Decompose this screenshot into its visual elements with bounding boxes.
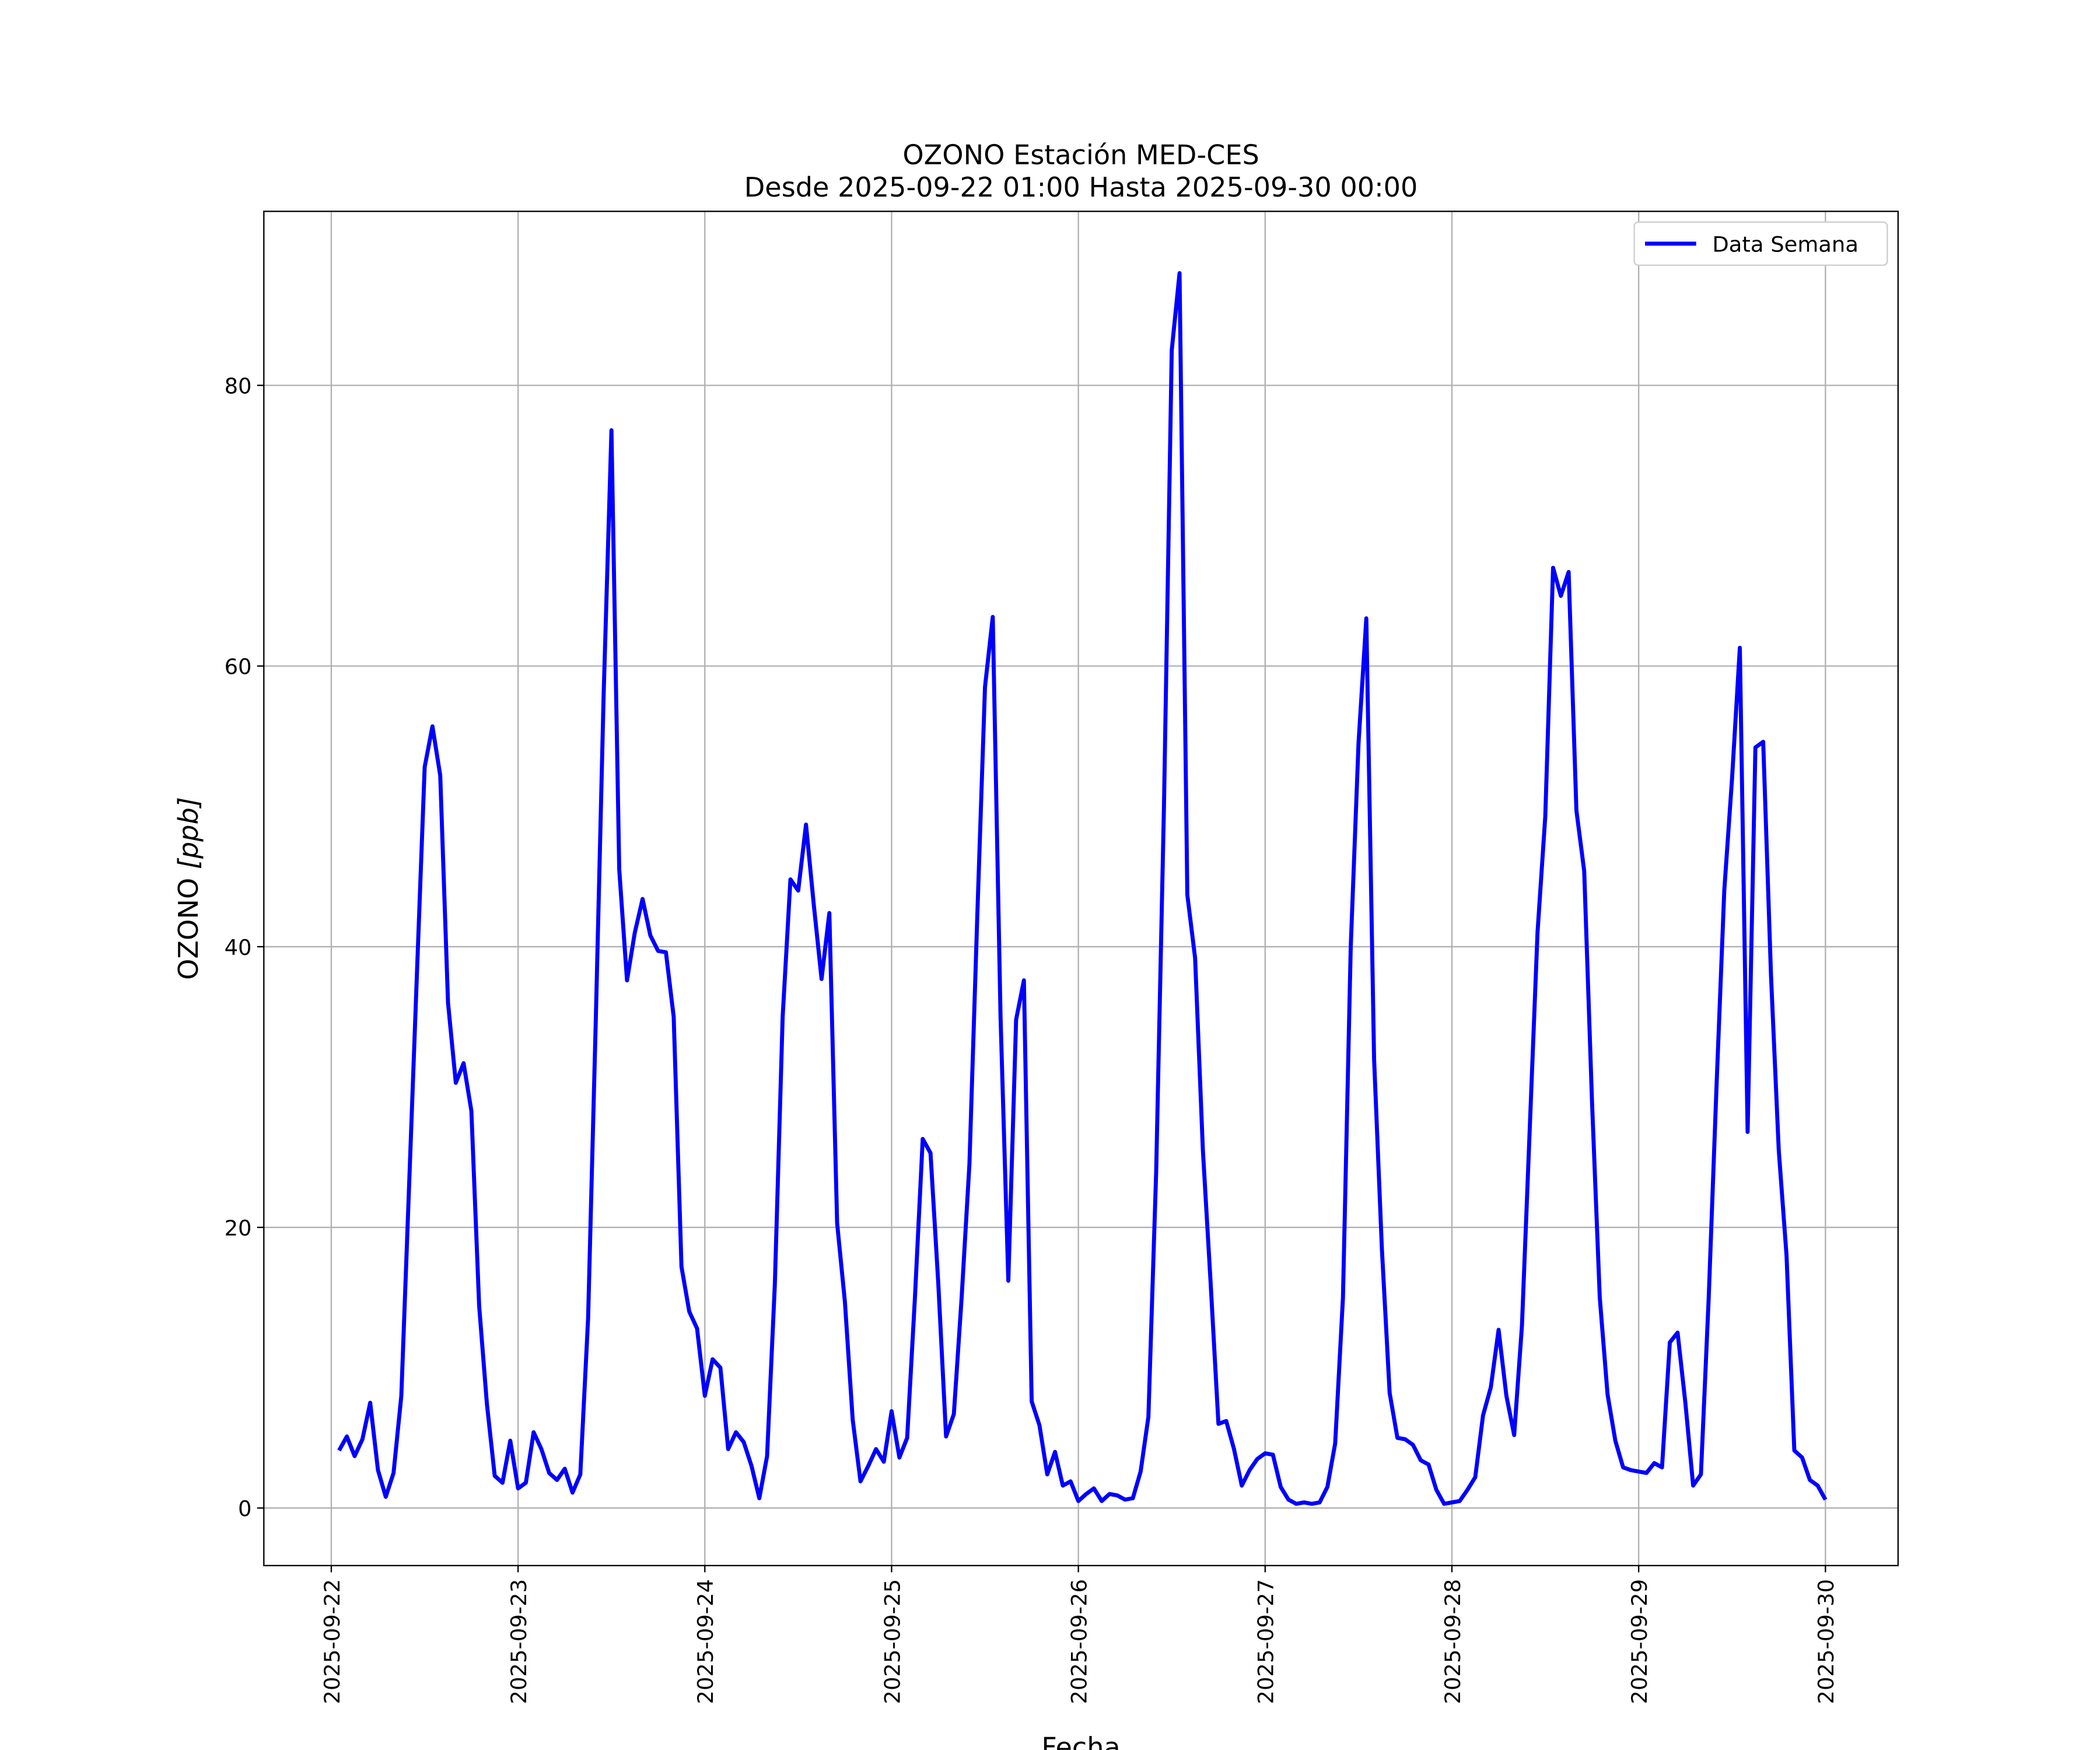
x-tick-label: 2025-09-28 — [1440, 1579, 1465, 1704]
chart-title: OZONO Estación MED-CES — [902, 139, 1259, 171]
legend-box — [1633, 221, 1888, 266]
series-layer — [337, 271, 1828, 1506]
x-tick-label: 2025-09-26 — [1066, 1579, 1091, 1704]
x-axis: 2025-09-22 2025-09-23 2025-09-24 2025-09-25… — [320, 1565, 1839, 1704]
y-axis: 0 20 40 60 80 — [225, 373, 264, 1521]
x-tick-label: 2025-09-23 — [506, 1579, 531, 1704]
series-line-0 — [337, 271, 1828, 1506]
y-tick-label: 80 — [225, 373, 252, 398]
x-tick-label: 2025-09-24 — [693, 1579, 718, 1704]
legend: Data Semana — [1633, 221, 1888, 266]
x-tick-label: 2025-09-29 — [1627, 1579, 1652, 1704]
y-tick-label: 20 — [225, 1216, 252, 1241]
legend-label: Data Semana — [1712, 232, 1859, 257]
x-tick-label: 2025-09-22 — [320, 1579, 345, 1704]
y-axis-label: OZONO [ppb] — [173, 797, 204, 980]
y-tick-label: 0 — [238, 1496, 251, 1521]
x-axis-label: Fecha — [1041, 1732, 1120, 1750]
y-tick-label: 60 — [225, 654, 252, 680]
grid — [264, 211, 1898, 1566]
x-tick-label: 2025-09-25 — [880, 1579, 905, 1704]
chart-subtitle: Desde 2025-09-22 01:00 Hasta 2025-09-30 … — [744, 172, 1418, 203]
x-tick-label: 2025-09-27 — [1254, 1579, 1279, 1704]
x-tick-label: 2025-09-30 — [1814, 1579, 1839, 1704]
y-tick-label: 40 — [225, 935, 252, 960]
plot-frame — [263, 211, 1899, 1566]
